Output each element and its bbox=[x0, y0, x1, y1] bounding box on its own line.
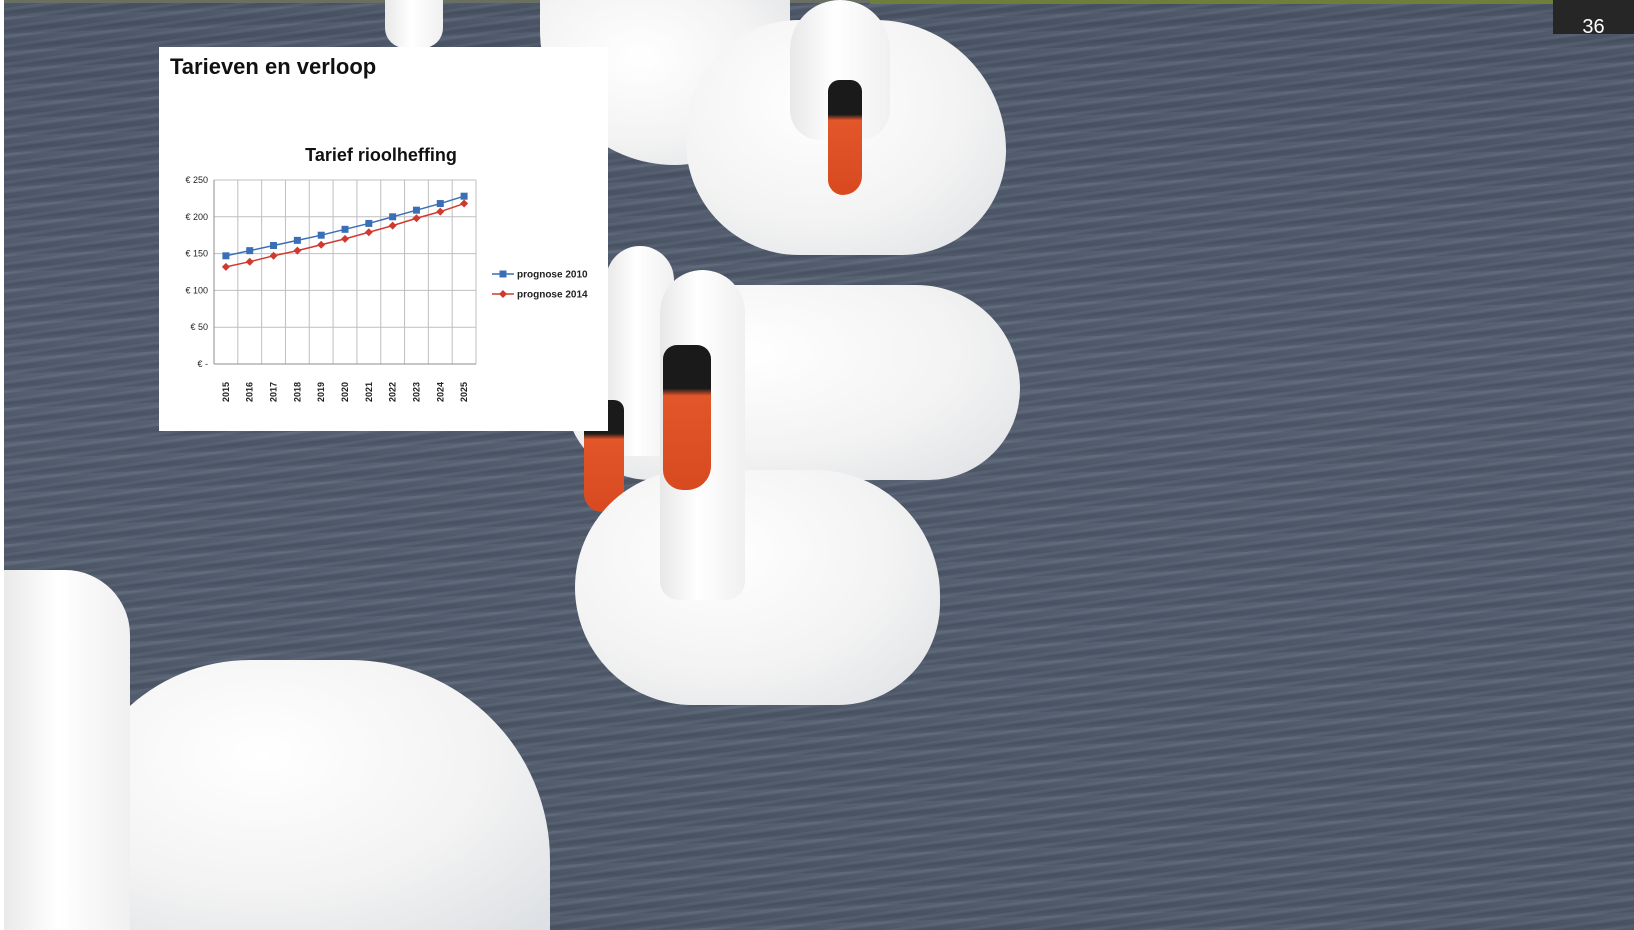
y-tick-label: € 100 bbox=[185, 285, 208, 295]
legend-label: prognose 2014 bbox=[517, 290, 588, 301]
x-tick-label: 2024 bbox=[435, 382, 445, 402]
line-chart: Tarief rioolheffing € - € 50 € 100 € 150 € 2… bbox=[159, 47, 608, 431]
data-point-diamond bbox=[412, 214, 420, 222]
legend-marker-square bbox=[500, 271, 507, 278]
legend-marker-diamond bbox=[499, 290, 507, 298]
data-point-diamond bbox=[436, 208, 444, 216]
chart-axes: € - € 50 € 100 € 150 € 200 € 250 2015 2016 2017 2… bbox=[185, 175, 476, 402]
data-point-diamond bbox=[246, 258, 254, 266]
x-tick-label: 2020 bbox=[340, 382, 350, 402]
data-point-square bbox=[270, 242, 277, 249]
chart-title: Tarief rioolheffing bbox=[305, 145, 457, 165]
x-tick-label: 2023 bbox=[411, 382, 421, 402]
x-tick-label: 2017 bbox=[269, 382, 279, 402]
chart-series bbox=[222, 193, 468, 271]
x-tick-label: 2022 bbox=[388, 382, 398, 402]
swan-beak-top bbox=[828, 80, 862, 195]
data-point-diamond bbox=[341, 235, 349, 243]
chart-card: Tarieven en verloop Tarief rioolheffing … bbox=[159, 47, 608, 431]
swan-body-front bbox=[575, 470, 940, 705]
data-point-square bbox=[294, 237, 301, 244]
x-tick-label: 2021 bbox=[364, 382, 374, 402]
x-tick-label: 2018 bbox=[292, 382, 302, 402]
y-tick-label: € 150 bbox=[185, 249, 208, 259]
x-tick-label: 2025 bbox=[459, 382, 469, 402]
data-point-diamond bbox=[317, 241, 325, 249]
data-point-diamond bbox=[222, 263, 230, 271]
swan-neck-bottom-left bbox=[0, 570, 130, 930]
data-point-diamond bbox=[460, 200, 468, 208]
data-point-square bbox=[318, 232, 325, 239]
y-tick-label: € - bbox=[197, 359, 208, 369]
data-point-diamond bbox=[270, 252, 278, 260]
data-point-square bbox=[365, 220, 372, 227]
legend-label: prognose 2010 bbox=[517, 270, 588, 281]
chart-grid bbox=[214, 180, 476, 364]
swan-neck-top-left bbox=[385, 0, 443, 48]
y-tick-label: € 50 bbox=[190, 322, 208, 332]
data-point-square bbox=[246, 247, 253, 254]
swan-body-bottom-left bbox=[70, 660, 550, 930]
x-tick-label: 2015 bbox=[221, 382, 231, 402]
swan-beak-front bbox=[663, 345, 711, 490]
data-point-square bbox=[413, 207, 420, 214]
slide-number: 36 bbox=[1553, 0, 1634, 34]
data-point-square bbox=[461, 193, 468, 200]
y-tick-label: € 200 bbox=[185, 212, 208, 222]
data-point-square bbox=[437, 200, 444, 207]
photo-grass-edge bbox=[870, 0, 1570, 4]
x-tick-label: 2016 bbox=[245, 382, 255, 402]
slide-left-edge bbox=[0, 0, 4, 930]
data-point-square bbox=[342, 226, 349, 233]
x-tick-label: 2019 bbox=[316, 382, 326, 402]
chart-legend: prognose 2010 prognose 2014 bbox=[492, 270, 588, 301]
data-point-diamond bbox=[389, 222, 397, 230]
data-point-square bbox=[222, 252, 229, 259]
data-point-square bbox=[389, 213, 396, 220]
data-point-diamond bbox=[365, 228, 373, 236]
y-tick-label: € 250 bbox=[185, 175, 208, 185]
